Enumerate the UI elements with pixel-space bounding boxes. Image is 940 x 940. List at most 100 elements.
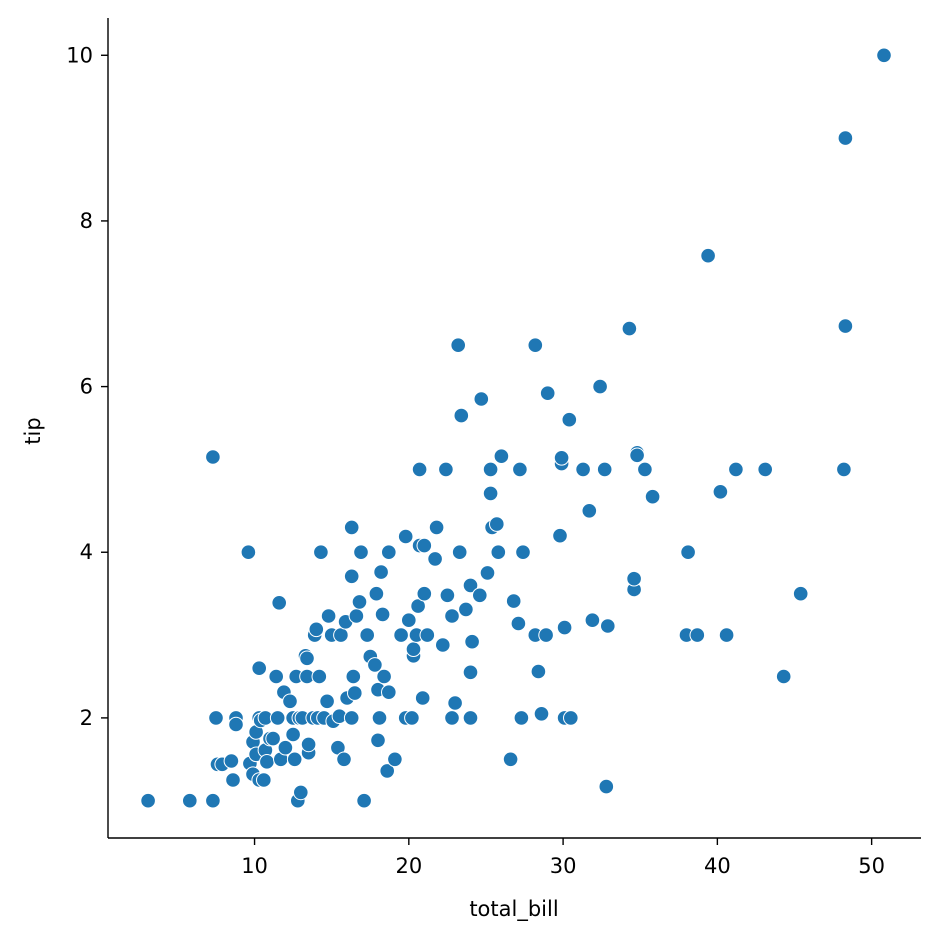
data-point (343, 710, 360, 726)
data-point (285, 726, 301, 743)
data-point (439, 587, 456, 604)
data-point (428, 519, 445, 536)
data-point (379, 763, 396, 779)
data-point (450, 337, 467, 354)
data-point (513, 710, 530, 726)
data-point (515, 544, 531, 561)
data-point (451, 544, 468, 561)
data-point (712, 484, 729, 500)
data-point (313, 544, 329, 561)
data-point (482, 461, 499, 478)
data-point (353, 544, 369, 561)
data-point (556, 619, 573, 636)
data-point (427, 551, 443, 567)
data-point (333, 627, 349, 643)
data-point (277, 739, 294, 756)
data-point (347, 685, 363, 701)
data-point (311, 668, 328, 685)
y-tick-label: 6 (80, 375, 93, 399)
data-point (553, 450, 570, 466)
data-point (530, 663, 547, 680)
data-point (376, 668, 392, 685)
data-point (775, 668, 792, 685)
data-point (757, 461, 774, 478)
data-point (336, 751, 352, 768)
data-point (581, 503, 598, 519)
data-point (489, 516, 505, 532)
data-point (718, 627, 735, 643)
data-point (561, 411, 578, 428)
data-point (629, 447, 645, 464)
data-point (299, 650, 315, 667)
data-point (510, 615, 527, 632)
data-point (644, 488, 661, 505)
data-point (348, 608, 365, 624)
data-point (689, 627, 706, 643)
data-point (269, 710, 286, 726)
data-point (479, 565, 496, 581)
data-point (472, 587, 488, 604)
data-point (552, 527, 568, 544)
x-tick-label: 30 (550, 854, 577, 878)
data-point (381, 544, 397, 561)
y-tick-label: 10 (66, 43, 93, 67)
data-point (490, 544, 507, 561)
data-point (367, 657, 383, 673)
data-point (308, 621, 325, 638)
data-point (482, 485, 499, 502)
data-point (680, 544, 696, 561)
data-point (371, 710, 388, 726)
data-point (387, 751, 403, 768)
data-point (374, 606, 391, 623)
data-point (228, 716, 244, 733)
data-point (462, 577, 479, 594)
data-point (462, 664, 479, 681)
data-point (359, 627, 376, 643)
data-point (370, 732, 386, 749)
data-point (584, 612, 601, 629)
data-point (286, 751, 303, 768)
data-point (251, 660, 268, 677)
data-point (411, 461, 428, 478)
data-point (401, 612, 417, 629)
data-point (373, 564, 389, 580)
data-point (223, 753, 240, 769)
data-point (598, 778, 615, 795)
data-point (728, 461, 744, 478)
data-point (637, 461, 653, 478)
data-point (208, 710, 224, 726)
data-point (282, 693, 298, 710)
x-axis-label: total_bill (469, 897, 558, 922)
data-point (300, 736, 317, 753)
x-tick-label: 50 (858, 854, 885, 878)
data-point (240, 544, 257, 561)
data-point (259, 754, 275, 770)
data-point (293, 784, 309, 801)
data-point (416, 585, 433, 602)
data-point (381, 684, 397, 701)
data-point (473, 391, 490, 407)
data-point (502, 751, 519, 768)
data-point (512, 461, 528, 478)
data-point (265, 730, 281, 747)
data-point (458, 601, 474, 618)
data-point (319, 693, 335, 710)
data-point (435, 637, 451, 653)
data-point (533, 706, 550, 722)
data-point (563, 710, 579, 726)
data-point (626, 570, 642, 587)
data-point (792, 585, 809, 602)
data-point (393, 627, 409, 643)
y-tick-label: 4 (80, 540, 93, 564)
data-point (539, 385, 556, 402)
data-point (343, 568, 360, 585)
data-point (462, 710, 479, 726)
data-point (414, 690, 431, 706)
data-point (837, 130, 854, 146)
data-point (444, 608, 460, 624)
data-point (368, 585, 385, 602)
data-point (345, 668, 362, 685)
data-point (592, 378, 608, 395)
data-point (453, 407, 470, 424)
data-point (271, 595, 288, 611)
